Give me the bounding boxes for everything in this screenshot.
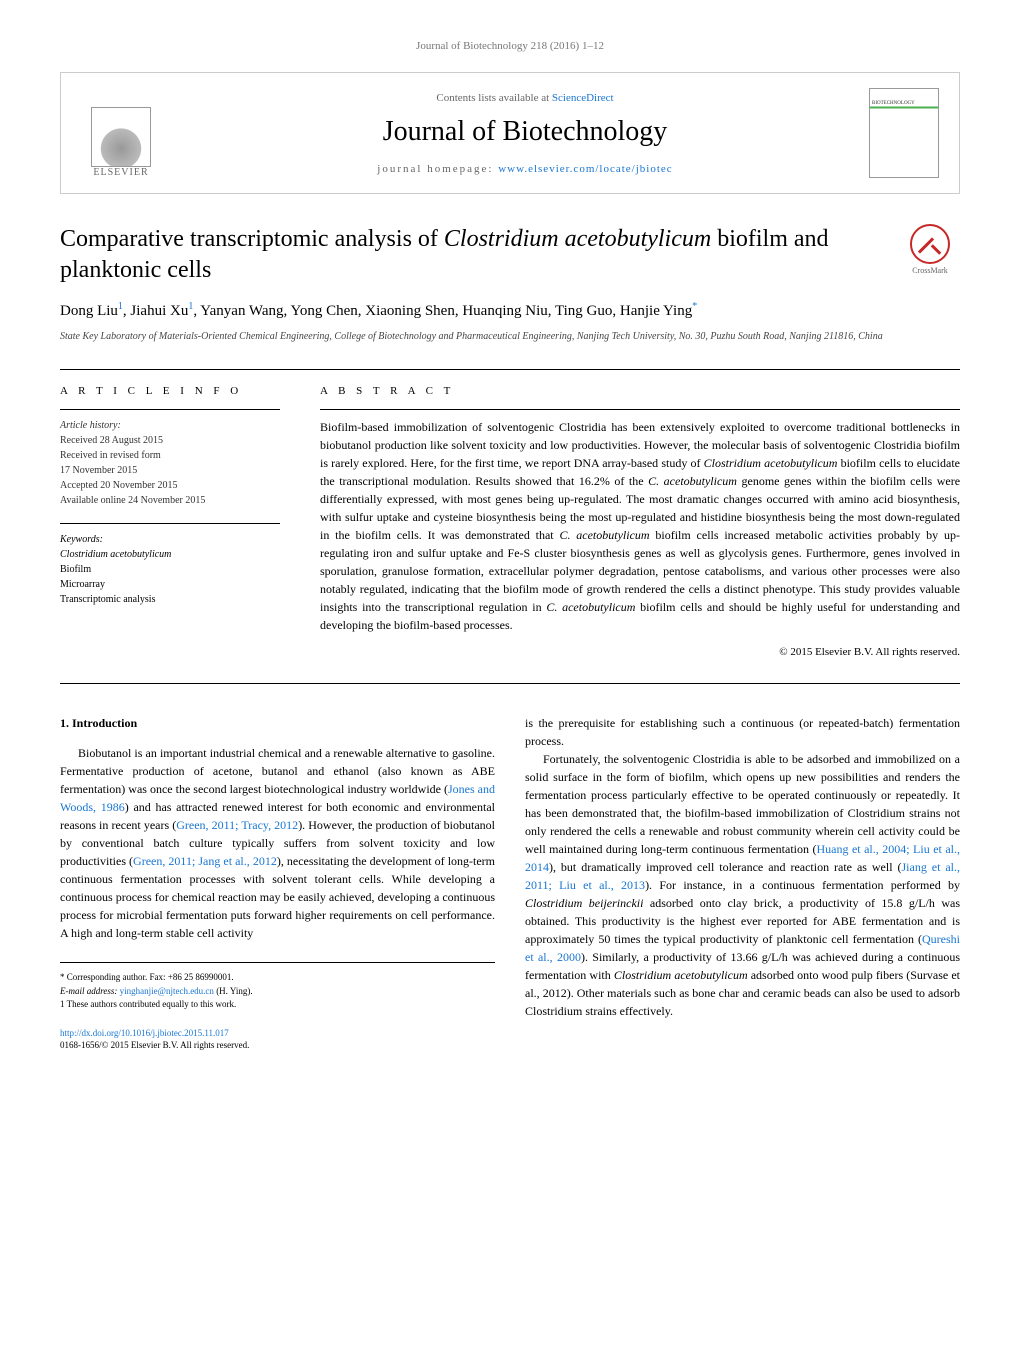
article-info-column: a r t i c l e i n f o Article history: R… — [60, 385, 280, 658]
keywords-label: Keywords: — [60, 532, 280, 547]
corresponding-author: * Corresponding author. Fax: +86 25 8699… — [60, 971, 495, 985]
article-title: Comparative transcriptomic analysis of C… — [60, 224, 960, 286]
authors-list: Dong Liu1, Jiahui Xu1, Yanyan Wang, Yong… — [60, 301, 960, 320]
author: Huanqing Niu — [462, 303, 547, 319]
author: Hanjie Ying — [620, 303, 692, 319]
author: Jiahui Xu — [130, 303, 188, 319]
text-seg: Fortunately, the solventogenic Clostridi… — [525, 752, 960, 856]
abstract-species: C. acetobutylicum — [648, 474, 737, 488]
sciencedirect-link[interactable]: ScienceDirect — [552, 92, 614, 104]
paragraph: Fortunately, the solventogenic Clostridi… — [525, 750, 960, 1020]
divider — [60, 409, 280, 410]
journal-header: ELSEVIER Contents lists available at Sci… — [60, 72, 960, 194]
article-info-heading: a r t i c l e i n f o — [60, 385, 280, 397]
divider — [60, 369, 960, 370]
species-name: Clostridium acetobutylicum — [614, 968, 748, 982]
keyword-2: Biofilm — [60, 562, 280, 577]
revised-date: 17 November 2015 — [60, 463, 280, 478]
article-history: Article history: Received 28 August 2015… — [60, 418, 280, 508]
homepage-prefix: journal homepage: — [377, 163, 498, 175]
contents-line: Contents lists available at ScienceDirec… — [181, 92, 869, 104]
affiliation: State Key Laboratory of Materials-Orient… — [60, 330, 960, 344]
publisher-name: ELSEVIER — [93, 167, 148, 178]
journal-cover-thumbnail — [869, 88, 939, 178]
keyword-1: Clostridium acetobutylicum — [60, 549, 171, 560]
text-seg: ). For instance, in a continuous ferment… — [645, 878, 960, 892]
divider — [60, 523, 280, 524]
footnotes: * Corresponding author. Fax: +86 25 8699… — [60, 962, 495, 1012]
accepted-date: Accepted 20 November 2015 — [60, 478, 280, 493]
homepage-link[interactable]: www.elsevier.com/locate/jbiotec — [498, 163, 672, 175]
title-pre: Comparative transcriptomic analysis of — [60, 226, 444, 252]
received-date: Received 28 August 2015 — [60, 433, 280, 448]
keyword-3: Microarray — [60, 577, 280, 592]
body-columns: 1. Introduction Biobutanol is an importa… — [60, 714, 960, 1052]
abstract-heading: a b s t r a c t — [320, 385, 960, 397]
journal-reference: Journal of Biotechnology 218 (2016) 1–12 — [60, 40, 960, 52]
abstract-column: a b s t r a c t Biofilm-based immobiliza… — [320, 385, 960, 658]
left-column: 1. Introduction Biobutanol is an importa… — [60, 714, 495, 1052]
abstract-species: C. acetobutylicum — [559, 528, 649, 542]
revised-label: Received in revised form — [60, 448, 280, 463]
abstract-text: Biofilm-based immobilization of solvento… — [320, 418, 960, 634]
equal-contribution: 1 These authors contributed equally to t… — [60, 998, 495, 1012]
author: Yanyan Wang — [200, 303, 283, 319]
paragraph: Biobutanol is an important industrial ch… — [60, 744, 495, 942]
author: Ting Guo — [555, 303, 612, 319]
section-heading: 1. Introduction — [60, 714, 495, 732]
keywords-block: Keywords: Clostridium acetobutylicum Bio… — [60, 532, 280, 607]
doi-block: http://dx.doi.org/10.1016/j.jbiotec.2015… — [60, 1027, 495, 1052]
author-superscript: * — [692, 301, 697, 312]
journal-title: Journal of Biotechnology — [181, 116, 869, 148]
citation-link[interactable]: Green, 2011; Tracy, 2012 — [176, 818, 298, 832]
email-link[interactable]: yinghanjie@njtech.edu.cn — [120, 986, 214, 996]
abstract-copyright: © 2015 Elsevier B.V. All rights reserved… — [320, 646, 960, 658]
contents-prefix: Contents lists available at — [436, 92, 551, 104]
email-suffix: (H. Ying). — [214, 986, 253, 996]
email-line: E-mail address: yinghanjie@njtech.edu.cn… — [60, 985, 495, 999]
crossmark-badge[interactable]: CrossMark — [900, 224, 960, 284]
text-seg: ), but dramatically improved cell tolera… — [549, 860, 901, 874]
divider — [320, 409, 960, 410]
doi-link[interactable]: http://dx.doi.org/10.1016/j.jbiotec.2015… — [60, 1027, 495, 1040]
abstract-species: Clostridium acetobutylicum — [704, 456, 838, 470]
text-seg: Biobutanol is an important industrial ch… — [60, 746, 495, 796]
divider — [60, 683, 960, 684]
issn-copyright: 0168-1656/© 2015 Elsevier B.V. All right… — [60, 1039, 495, 1052]
author: Dong Liu — [60, 303, 118, 319]
crossmark-label: CrossMark — [912, 266, 948, 275]
abstract-species: C. acetobutylicum — [546, 600, 635, 614]
homepage-line: journal homepage: www.elsevier.com/locat… — [181, 163, 869, 175]
citation-link[interactable]: Green, 2011; Jang et al., 2012 — [133, 854, 277, 868]
crossmark-icon — [910, 224, 950, 264]
email-label: E-mail address: — [60, 986, 120, 996]
author-superscript: 1 — [118, 301, 123, 312]
species-name: Clostridium beijerinckii — [525, 896, 643, 910]
history-label: Article history: — [60, 418, 280, 433]
right-column: is the prerequisite for establishing suc… — [525, 714, 960, 1052]
author-superscript: 1 — [188, 301, 193, 312]
title-species: Clostridium acetobutylicum — [444, 226, 711, 252]
online-date: Available online 24 November 2015 — [60, 493, 280, 508]
elsevier-tree-icon — [91, 107, 151, 167]
keyword-4: Transcriptomic analysis — [60, 592, 280, 607]
author: Yong Chen — [291, 303, 358, 319]
author: Xiaoning Shen — [365, 303, 455, 319]
paragraph: is the prerequisite for establishing suc… — [525, 714, 960, 750]
elsevier-logo: ELSEVIER — [81, 88, 161, 178]
